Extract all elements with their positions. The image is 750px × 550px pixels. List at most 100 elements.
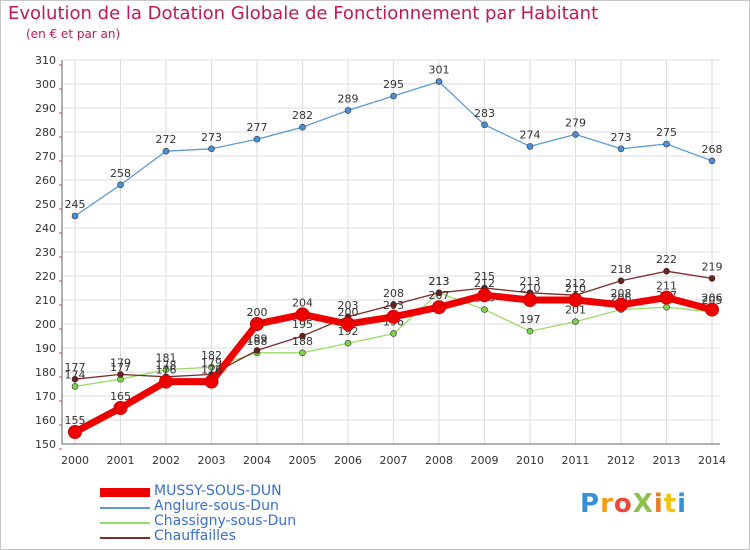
- data-point-chassigny-sous-dun: [663, 303, 670, 311]
- data-point-chauffailles: [253, 347, 261, 354]
- x-tick-label: 2013: [653, 454, 681, 467]
- y-tick-label: 210: [35, 294, 56, 307]
- data-label-chassigny-sous-dun: 188: [247, 335, 268, 348]
- data-label-mussy-sous-dun: 211: [656, 280, 677, 293]
- data-point-chauffailles: [435, 289, 443, 297]
- data-label-mussy-sous-dun: 176: [201, 364, 222, 377]
- data-point-chauffailles: [663, 267, 670, 275]
- data-point-anglure-sous-dun: [663, 140, 670, 148]
- chart-subtitle: (en € et par an): [26, 27, 121, 41]
- x-tick-label: 2005: [289, 454, 317, 467]
- data-label-chassigny-sous-dun: 182: [201, 349, 222, 362]
- data-point-mussy-sous-dun: [568, 293, 583, 307]
- y-tick-label: 280: [35, 126, 56, 139]
- data-label-mussy-sous-dun: 176: [156, 364, 177, 377]
- data-point-mussy-sous-dun: [659, 290, 674, 305]
- x-tick-label: 2008: [425, 454, 453, 467]
- data-label-anglure-sous-dun: 274: [520, 128, 541, 141]
- data-point-anglure-sous-dun: [708, 157, 716, 165]
- data-point-mussy-sous-dun: [705, 302, 719, 317]
- data-label-chassigny-sous-dun: 213: [429, 275, 450, 288]
- data-label-mussy-sous-dun: 207: [429, 289, 450, 302]
- x-tick-label: 2012: [607, 454, 635, 467]
- y-tick-label: 220: [35, 270, 56, 283]
- data-point-chassigny-sous-dun: [526, 327, 534, 335]
- data-point-mussy-sous-dun: [204, 374, 219, 389]
- data-label-mussy-sous-dun: 203: [383, 299, 404, 312]
- data-point-anglure-sous-dun: [117, 181, 124, 189]
- data-label-anglure-sous-dun: 282: [292, 109, 313, 122]
- y-tick-label: 230: [35, 246, 56, 259]
- x-tick-label: 2006: [334, 454, 362, 467]
- data-label-chassigny-sous-dun: 197: [520, 313, 541, 326]
- data-label-chassigny-sous-dun: 201: [565, 304, 586, 317]
- data-label-chauffailles: 208: [383, 287, 404, 300]
- data-point-chassigny-sous-dun: [162, 366, 170, 373]
- data-point-anglure-sous-dun: [526, 143, 534, 150]
- logo-letter: P: [580, 489, 601, 519]
- y-tick-label: 160: [35, 414, 56, 427]
- data-point-chassigny-sous-dun: [344, 339, 352, 347]
- y-tick-label: 180: [35, 366, 56, 379]
- data-point-anglure-sous-dun: [208, 145, 215, 153]
- data-label-anglure-sous-dun: 275: [656, 126, 677, 139]
- data-point-mussy-sous-dun: [432, 300, 446, 315]
- data-point-anglure-sous-dun: [617, 145, 625, 153]
- data-label-anglure-sous-dun: 283: [474, 107, 495, 120]
- data-point-mussy-sous-dun: [159, 374, 173, 389]
- data-label-anglure-sous-dun: 273: [201, 131, 222, 144]
- legend-label: MUSSY-SOUS-DUN: [154, 483, 282, 499]
- y-tick-label: 190: [35, 342, 56, 355]
- x-tick-label: 2001: [107, 454, 135, 467]
- proxiti-logo: ProXiti: [580, 489, 687, 519]
- y-tick-label: 260: [35, 174, 56, 187]
- y-tick-label: 250: [35, 198, 56, 211]
- data-point-anglure-sous-dun: [299, 123, 306, 131]
- legend-swatch: [100, 537, 150, 539]
- data-label-mussy-sous-dun: 204: [292, 296, 313, 309]
- y-tick-label: 240: [35, 222, 56, 235]
- data-label-mussy-sous-dun: 200: [338, 306, 359, 319]
- y-tick-label: 150: [35, 438, 56, 451]
- data-label-mussy-sous-dun: 210: [565, 282, 586, 295]
- x-tick-label: 2010: [516, 454, 544, 467]
- data-point-chauffailles: [299, 332, 306, 340]
- data-label-chauffailles: 212: [565, 277, 586, 290]
- data-point-anglure-sous-dun: [390, 92, 397, 100]
- data-point-anglure-sous-dun: [481, 121, 488, 129]
- data-point-mussy-sous-dun: [614, 297, 628, 312]
- data-label-chauffailles: 195: [292, 318, 313, 331]
- legend-label: Anglure-sous-Dun: [154, 498, 279, 514]
- data-point-mussy-sous-dun: [250, 317, 264, 331]
- data-label-chauffailles: 219: [702, 260, 723, 273]
- data-label-chassigny-sous-dun: 205: [702, 294, 723, 307]
- data-label-anglure-sous-dun: 279: [565, 116, 586, 129]
- data-point-anglure-sous-dun: [344, 107, 352, 114]
- logo-letter: o: [613, 489, 633, 519]
- logo-letter: i: [653, 489, 664, 519]
- data-label-chauffailles: 203: [338, 299, 359, 312]
- legend-swatch: [100, 522, 150, 524]
- data-point-chauffailles: [71, 375, 79, 383]
- y-tick-label: 200: [35, 318, 56, 331]
- data-point-anglure-sous-dun: [71, 212, 79, 220]
- x-tick-label: 2014: [698, 454, 726, 467]
- data-point-mussy-sous-dun: [68, 425, 82, 439]
- data-label-mussy-sous-dun: 208: [611, 287, 632, 300]
- data-label-chauffailles: 222: [656, 253, 677, 266]
- logo-letter: X: [632, 489, 654, 519]
- x-tick-label: 2009: [471, 454, 499, 467]
- data-point-chassigny-sous-dun: [572, 318, 579, 325]
- data-point-anglure-sous-dun: [435, 78, 443, 85]
- data-point-chassigny-sous-dun: [390, 330, 397, 337]
- data-point-mussy-sous-dun: [113, 401, 128, 415]
- data-label-mussy-sous-dun: 155: [65, 414, 86, 427]
- y-tick-label: 310: [35, 54, 56, 67]
- data-label-anglure-sous-dun: 268: [702, 143, 723, 156]
- data-point-mussy-sous-dun: [523, 293, 537, 307]
- data-point-mussy-sous-dun: [386, 309, 401, 324]
- x-tick-label: 2003: [198, 454, 226, 467]
- logo-letter: i: [677, 489, 688, 519]
- data-label-mussy-sous-dun: 212: [474, 277, 495, 290]
